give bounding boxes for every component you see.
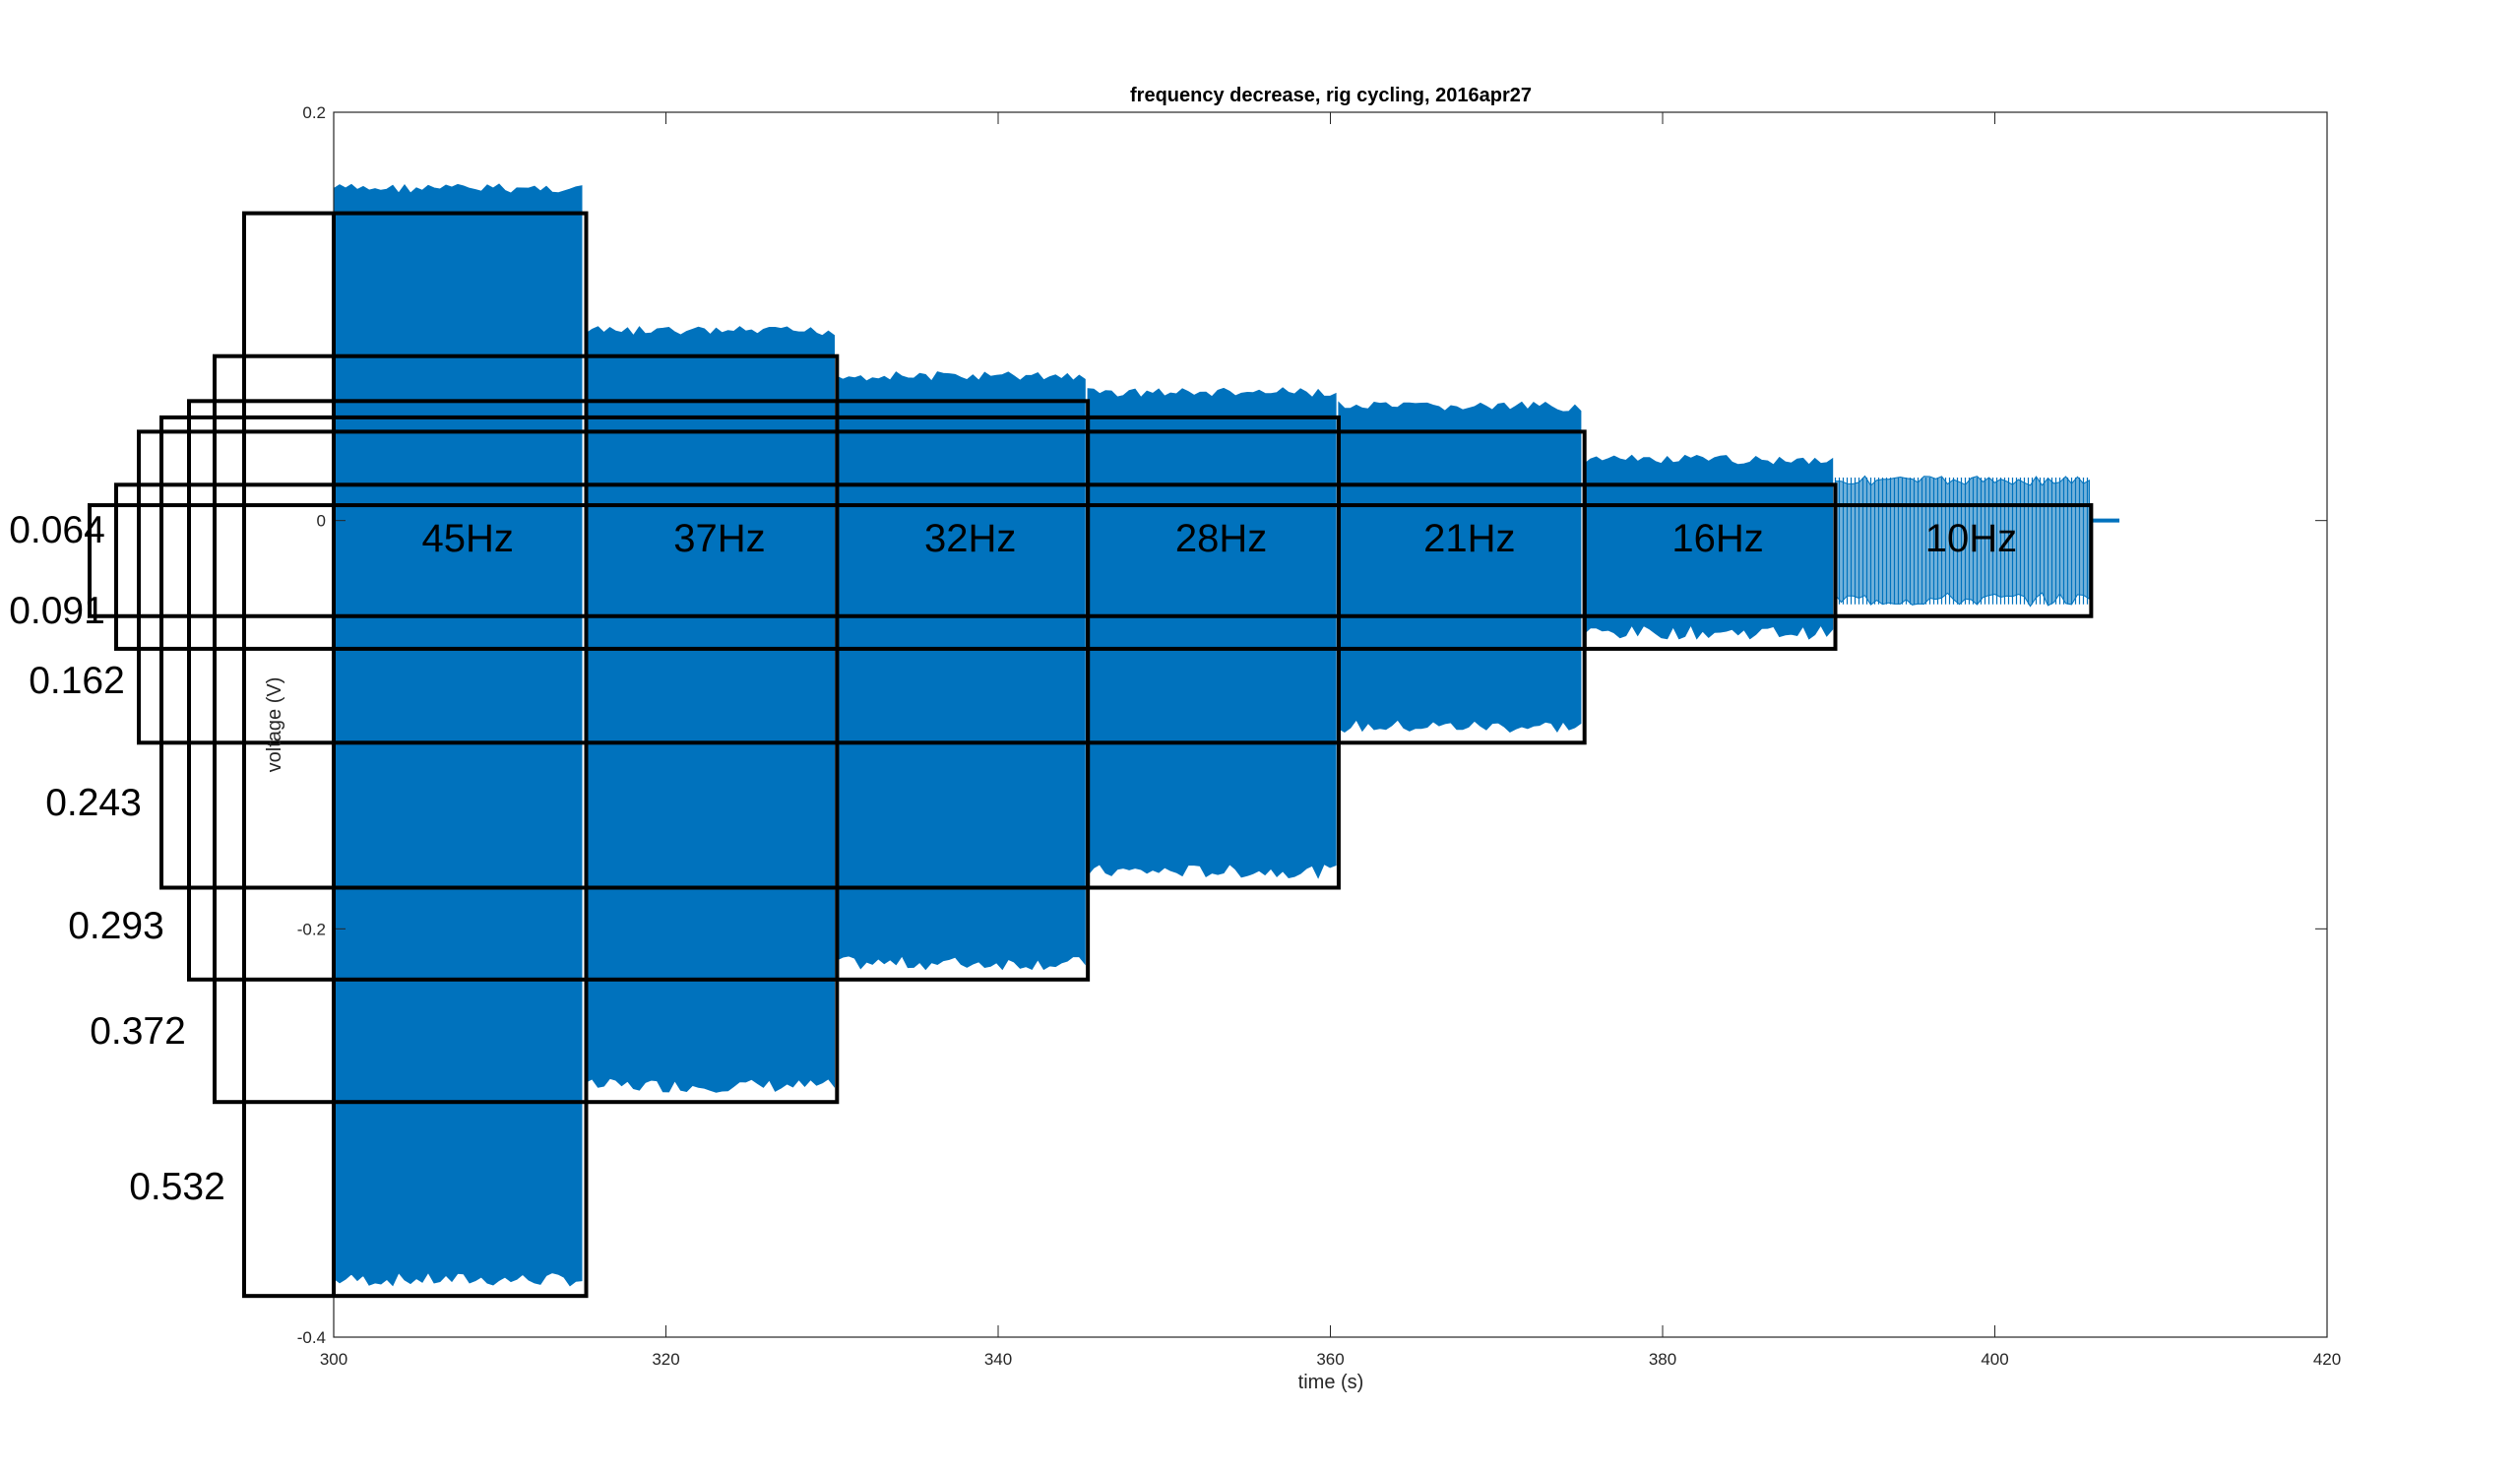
amplitude-label: 0.243	[45, 782, 142, 824]
x-tick-label: 420	[2313, 1350, 2341, 1369]
segment-label: 32Hz	[924, 517, 1016, 560]
signal-segment-28Hz	[1087, 387, 1337, 879]
x-tick-label: 380	[1649, 1350, 1676, 1369]
amplitude-box-10Hz	[88, 503, 2094, 618]
segment-label: 37Hz	[673, 517, 765, 560]
amplitude-label: 0.064	[9, 509, 105, 551]
amplitude-label: 0.532	[129, 1166, 225, 1208]
signal-segment-16Hz	[1584, 454, 1834, 640]
x-tick-label: 300	[320, 1350, 347, 1369]
y-axis-label: voltage (V)	[264, 677, 285, 773]
signal-segment-32Hz	[836, 371, 1086, 971]
segment-label: 21Hz	[1423, 517, 1515, 560]
amplitude-label: 0.372	[90, 1010, 186, 1053]
axis-ticks: 300 320 340 360 380 400 420 0.2 0 -0.2 -0.4	[297, 103, 2341, 1369]
x-tick-label: 400	[1981, 1350, 2008, 1369]
segment-label: 45Hz	[422, 517, 514, 560]
amplitude-label: 0.293	[68, 905, 164, 947]
chart-title: frequency decrease, rig cycling, 2016apr…	[1130, 85, 1532, 106]
signal-segment-37Hz	[586, 326, 835, 1093]
x-tick-label: 360	[1316, 1350, 1344, 1369]
signal-segment-21Hz	[1338, 401, 1582, 734]
segment-label: 28Hz	[1175, 517, 1267, 560]
y-tick-label: 0	[317, 512, 326, 531]
amplitude-label: 0.162	[29, 660, 125, 702]
x-axis-label: time (s)	[1298, 1372, 1364, 1393]
y-tick-label: 0.2	[302, 103, 326, 122]
plot-area	[333, 183, 2120, 1287]
amplitude-boxes: 45Hz 0.532 37Hz 0.372 32Hz 0.293 28Hz 0.243 21Hz…	[9, 211, 2094, 1299]
x-tick-label: 320	[652, 1350, 679, 1369]
x-tick-label: 340	[984, 1350, 1012, 1369]
segment-label: 16Hz	[1671, 517, 1763, 560]
signal-segment-45Hz	[333, 183, 583, 1287]
y-tick-label: -0.2	[297, 920, 326, 938]
segment-label: 10Hz	[1925, 517, 2017, 560]
y-tick-label: -0.4	[297, 1328, 326, 1347]
